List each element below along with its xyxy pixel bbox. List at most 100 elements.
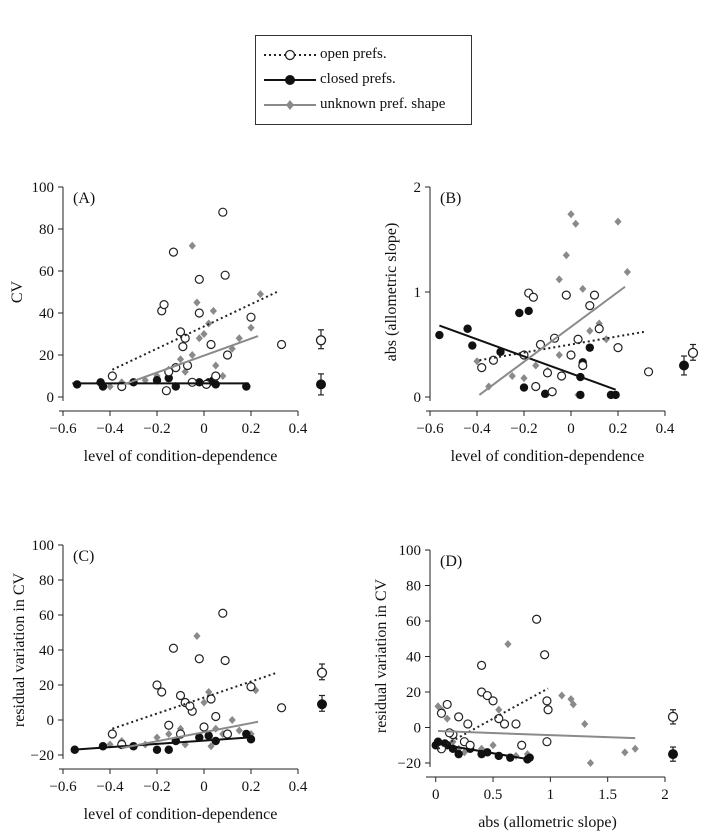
open-pref-point	[532, 614, 542, 624]
open-pref-point	[578, 360, 588, 371]
open-pref-point	[178, 342, 188, 352]
open-pref-point	[194, 308, 204, 318]
unknown-pref-point	[188, 241, 196, 250]
unknown-pref-point	[207, 742, 215, 751]
x-tick-label: 2	[661, 787, 669, 803]
y-axis-label: residual variation in CV	[373, 578, 390, 733]
open-pref-point	[276, 703, 287, 713]
closed-pref-point	[515, 308, 524, 318]
panel-c: −20 0 20 40 60 80 100 −0.6 −0.4 −0.2 0 0.2 0.4 level …	[11, 538, 328, 823]
x-tick-label: 0.2	[609, 421, 628, 437]
y-tick-label: 60	[39, 608, 54, 624]
y-axis-label: residual variation in CV	[11, 572, 28, 727]
unknown-pref-point	[200, 698, 208, 707]
y-tick-label: 20	[406, 685, 421, 701]
open-pref-point	[585, 301, 595, 311]
x-tick-label: 0	[200, 421, 208, 437]
open-pref-point	[499, 719, 510, 729]
panel-b: 0 1 2 −0.6 −0.4 −0.2 0 0.2 0.4 level of condition…	[383, 180, 699, 465]
closed-pref-point	[98, 742, 108, 751]
closed-pref-point	[496, 347, 505, 357]
open-pref-point	[531, 381, 541, 392]
y-tick-label: 60	[39, 264, 54, 280]
unknown-fit-line	[478, 285, 626, 396]
open-pref-point	[201, 379, 211, 389]
x-tick-label: −0.4	[463, 421, 491, 437]
y-tick-label: 100	[32, 180, 55, 196]
y-tick-label: 100	[32, 538, 55, 554]
closed-pref-point	[195, 733, 204, 742]
x-tick-label: 1.5	[598, 787, 617, 803]
x-tick-label: 0	[200, 779, 208, 795]
y-tick-label: 0	[414, 390, 422, 406]
open-pref-point	[187, 377, 197, 387]
open-pref-point	[107, 729, 117, 739]
closed-pref-point	[525, 753, 534, 762]
unknown-pref-point	[434, 702, 442, 711]
y-tick-label: −20	[398, 756, 421, 772]
open-pref-point	[199, 722, 209, 732]
closed-pref-point	[585, 343, 594, 352]
open-pref-point	[528, 292, 539, 302]
open-pref-point	[222, 350, 233, 360]
open-pref-point	[543, 705, 553, 715]
y-tick-label: 20	[39, 348, 54, 364]
legend: open prefs. closed prefs. unknown pref. …	[255, 35, 472, 125]
unknown-pref-point	[209, 306, 217, 315]
open-pref-point	[561, 290, 571, 300]
unknown-pref-point	[477, 744, 486, 753]
x-tick-label: 0.2	[242, 421, 261, 437]
y-tick-label: 100	[399, 543, 422, 559]
open-pref-point	[594, 324, 604, 334]
x-tick-label: 0.5	[484, 787, 503, 803]
y-tick-label: 40	[39, 306, 54, 322]
closed-mean-point	[679, 360, 689, 371]
y-tick-label: 80	[39, 222, 54, 238]
x-tick-label: 0	[432, 787, 440, 803]
open-pref-point	[566, 350, 576, 360]
open-pref-point	[107, 371, 117, 381]
unknown-pref-point	[558, 691, 566, 700]
unknown-pref-point	[555, 275, 563, 284]
legend-label-unknown: unknown pref. shape	[320, 96, 446, 112]
closed-pref-point	[211, 736, 220, 746]
unknown-pref-point	[567, 695, 575, 704]
open-pref-point	[211, 371, 221, 381]
closed-pref-point	[246, 735, 256, 744]
open-pref-point	[206, 694, 216, 704]
unknown-pref-point	[256, 290, 264, 299]
closed-pref-point	[164, 745, 173, 754]
closed-mean-point	[317, 699, 327, 710]
open-pref-point	[246, 682, 256, 692]
y-tick-label: −20	[31, 748, 54, 764]
open-pref-point	[194, 654, 204, 664]
closed-pref-point	[519, 383, 529, 392]
closed-pref-point	[242, 382, 251, 391]
open-pref-point	[444, 728, 455, 738]
unknown-pref-point	[106, 740, 114, 749]
open-pref-point	[573, 334, 583, 344]
closed-pref-point	[152, 376, 162, 385]
open-pref-point	[613, 343, 623, 353]
x-tick-label: 0.2	[242, 779, 261, 795]
closed-fit-line	[439, 324, 616, 391]
open-pref-point	[542, 368, 553, 378]
closed-pref-point	[524, 306, 533, 316]
unknown-pref-point	[193, 632, 201, 640]
closed-pref-point	[164, 373, 173, 383]
open-pref-point	[206, 339, 216, 350]
x-tick-label: 0.4	[289, 421, 308, 437]
unknown-pref-point	[586, 759, 595, 767]
open-pref-point	[589, 290, 600, 300]
open-pref-point	[442, 699, 452, 710]
legend-label-closed: closed prefs.	[320, 71, 396, 87]
legend-label-open: open prefs.	[320, 46, 387, 62]
closed-pref-point	[576, 390, 585, 400]
open-mean-point	[667, 711, 679, 722]
panel-a: 0 20 40 60 80 100 −0.6 −0.4 −0.2 0 0.2 0.4 level of …	[9, 180, 327, 465]
open-pref-point	[488, 696, 498, 706]
open-pref-point	[175, 690, 186, 701]
open-pref-point	[152, 680, 162, 690]
open-pref-point	[222, 729, 233, 739]
